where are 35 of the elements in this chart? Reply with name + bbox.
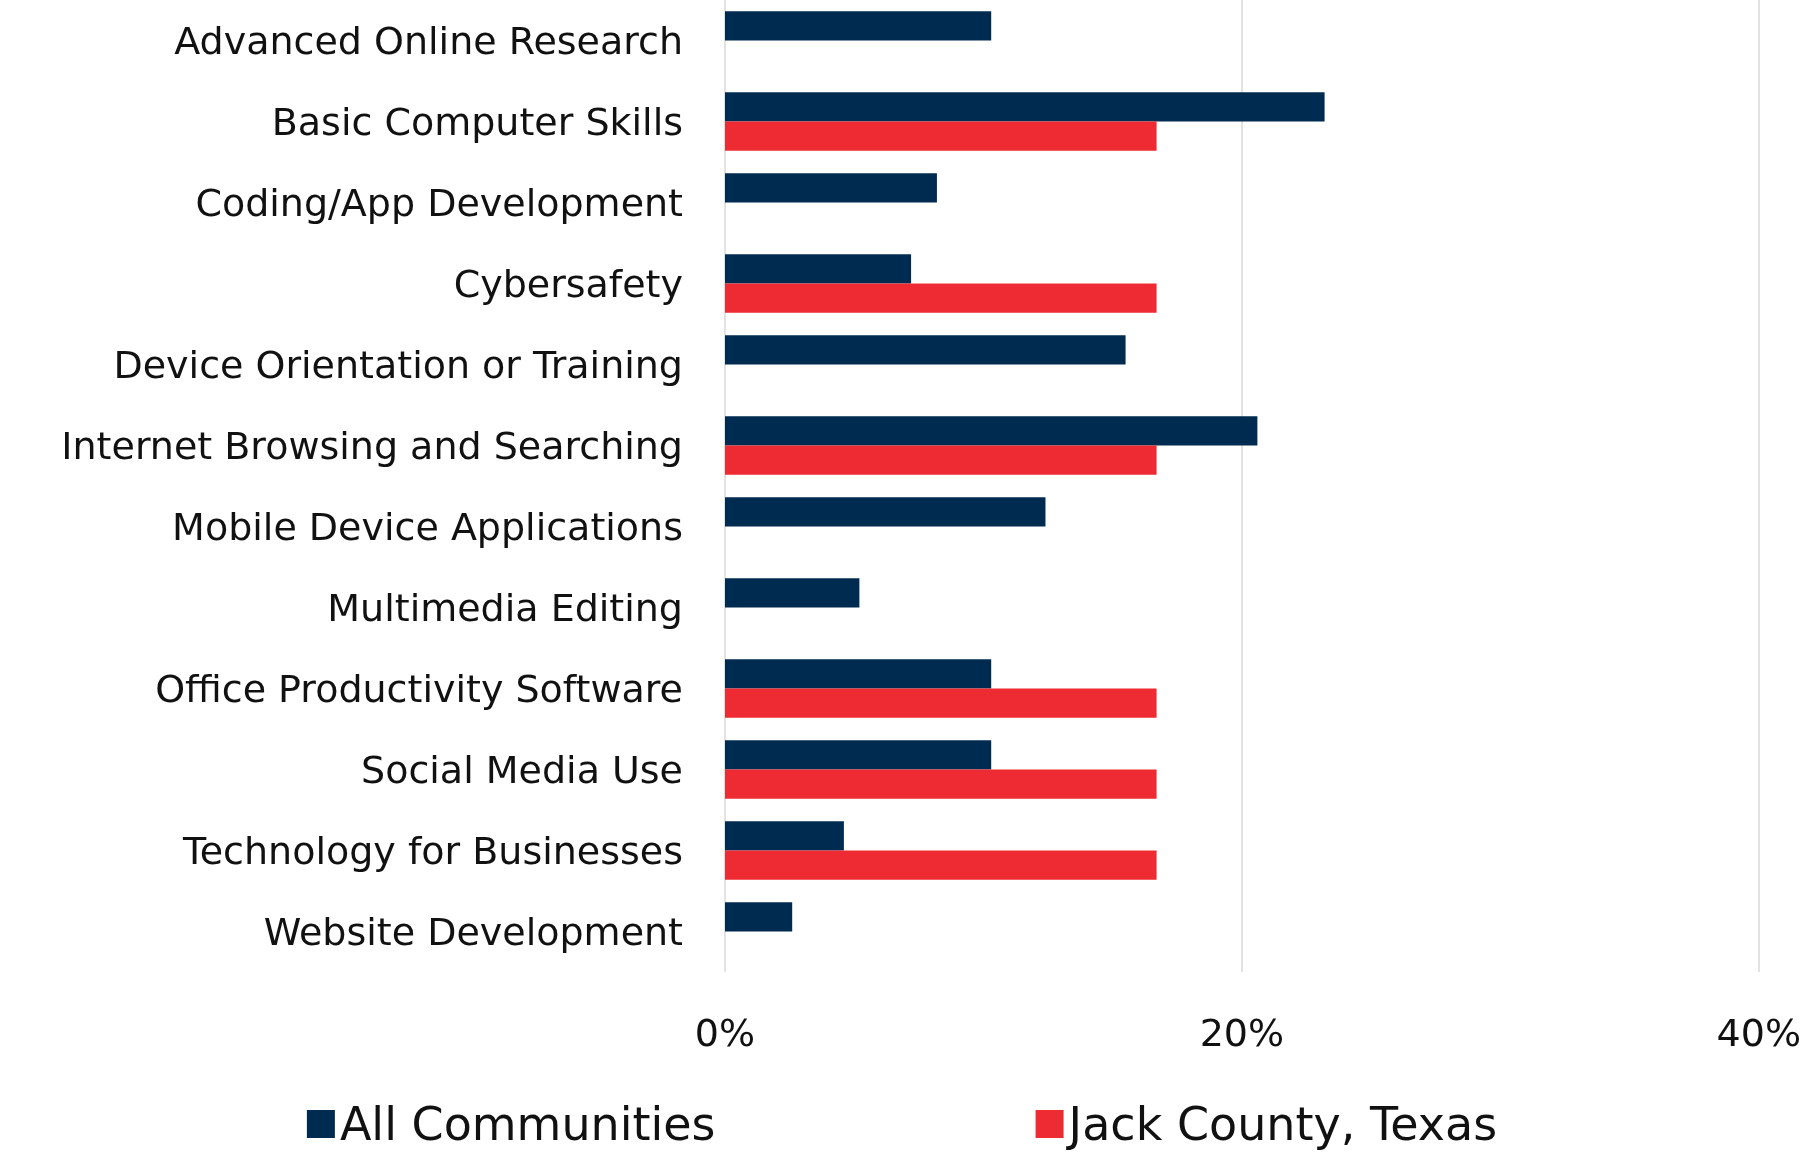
bar	[725, 769, 1157, 799]
y-tick-label: Cybersafety	[453, 261, 683, 306]
bar	[725, 445, 1157, 475]
y-tick-label: Multimedia Editing	[327, 585, 683, 630]
y-tick-label: Coding/App Development	[195, 180, 683, 225]
y-tick-label: Advanced Online Research	[174, 18, 683, 63]
bar	[725, 283, 1157, 313]
bar	[725, 850, 1157, 880]
y-tick-label: Internet Browsing and Searching	[61, 423, 683, 468]
bar	[725, 659, 992, 689]
y-tick-label: Basic Computer Skills	[271, 99, 683, 144]
bar	[725, 821, 844, 851]
bar	[725, 11, 992, 41]
y-tick-label: Office Productivity Software	[155, 666, 683, 711]
bar	[725, 902, 793, 932]
bar	[725, 688, 1157, 718]
bar	[725, 92, 1325, 122]
legend-label: All Communities	[339, 1097, 716, 1151]
x-tick-label: 40%	[1716, 1011, 1801, 1055]
y-tick-label: Device Orientation or Training	[113, 342, 683, 387]
x-tick-label: 20%	[1199, 1011, 1285, 1055]
bar	[725, 740, 992, 770]
bar	[725, 173, 937, 203]
y-tick-label: Mobile Device Applications	[172, 504, 683, 549]
bar	[725, 578, 860, 608]
y-tick-label: Social Media Use	[361, 747, 683, 792]
y-tick-label: Website Development	[263, 909, 683, 954]
y-tick-label: Technology for Businesses	[181, 828, 683, 873]
bar	[725, 497, 1046, 527]
bar	[725, 416, 1258, 446]
bar	[725, 254, 912, 284]
x-tick-label: 0%	[694, 1011, 756, 1055]
bar	[725, 335, 1126, 365]
bar	[725, 121, 1157, 151]
legend-label: Jack County, Texas	[1065, 1097, 1498, 1151]
